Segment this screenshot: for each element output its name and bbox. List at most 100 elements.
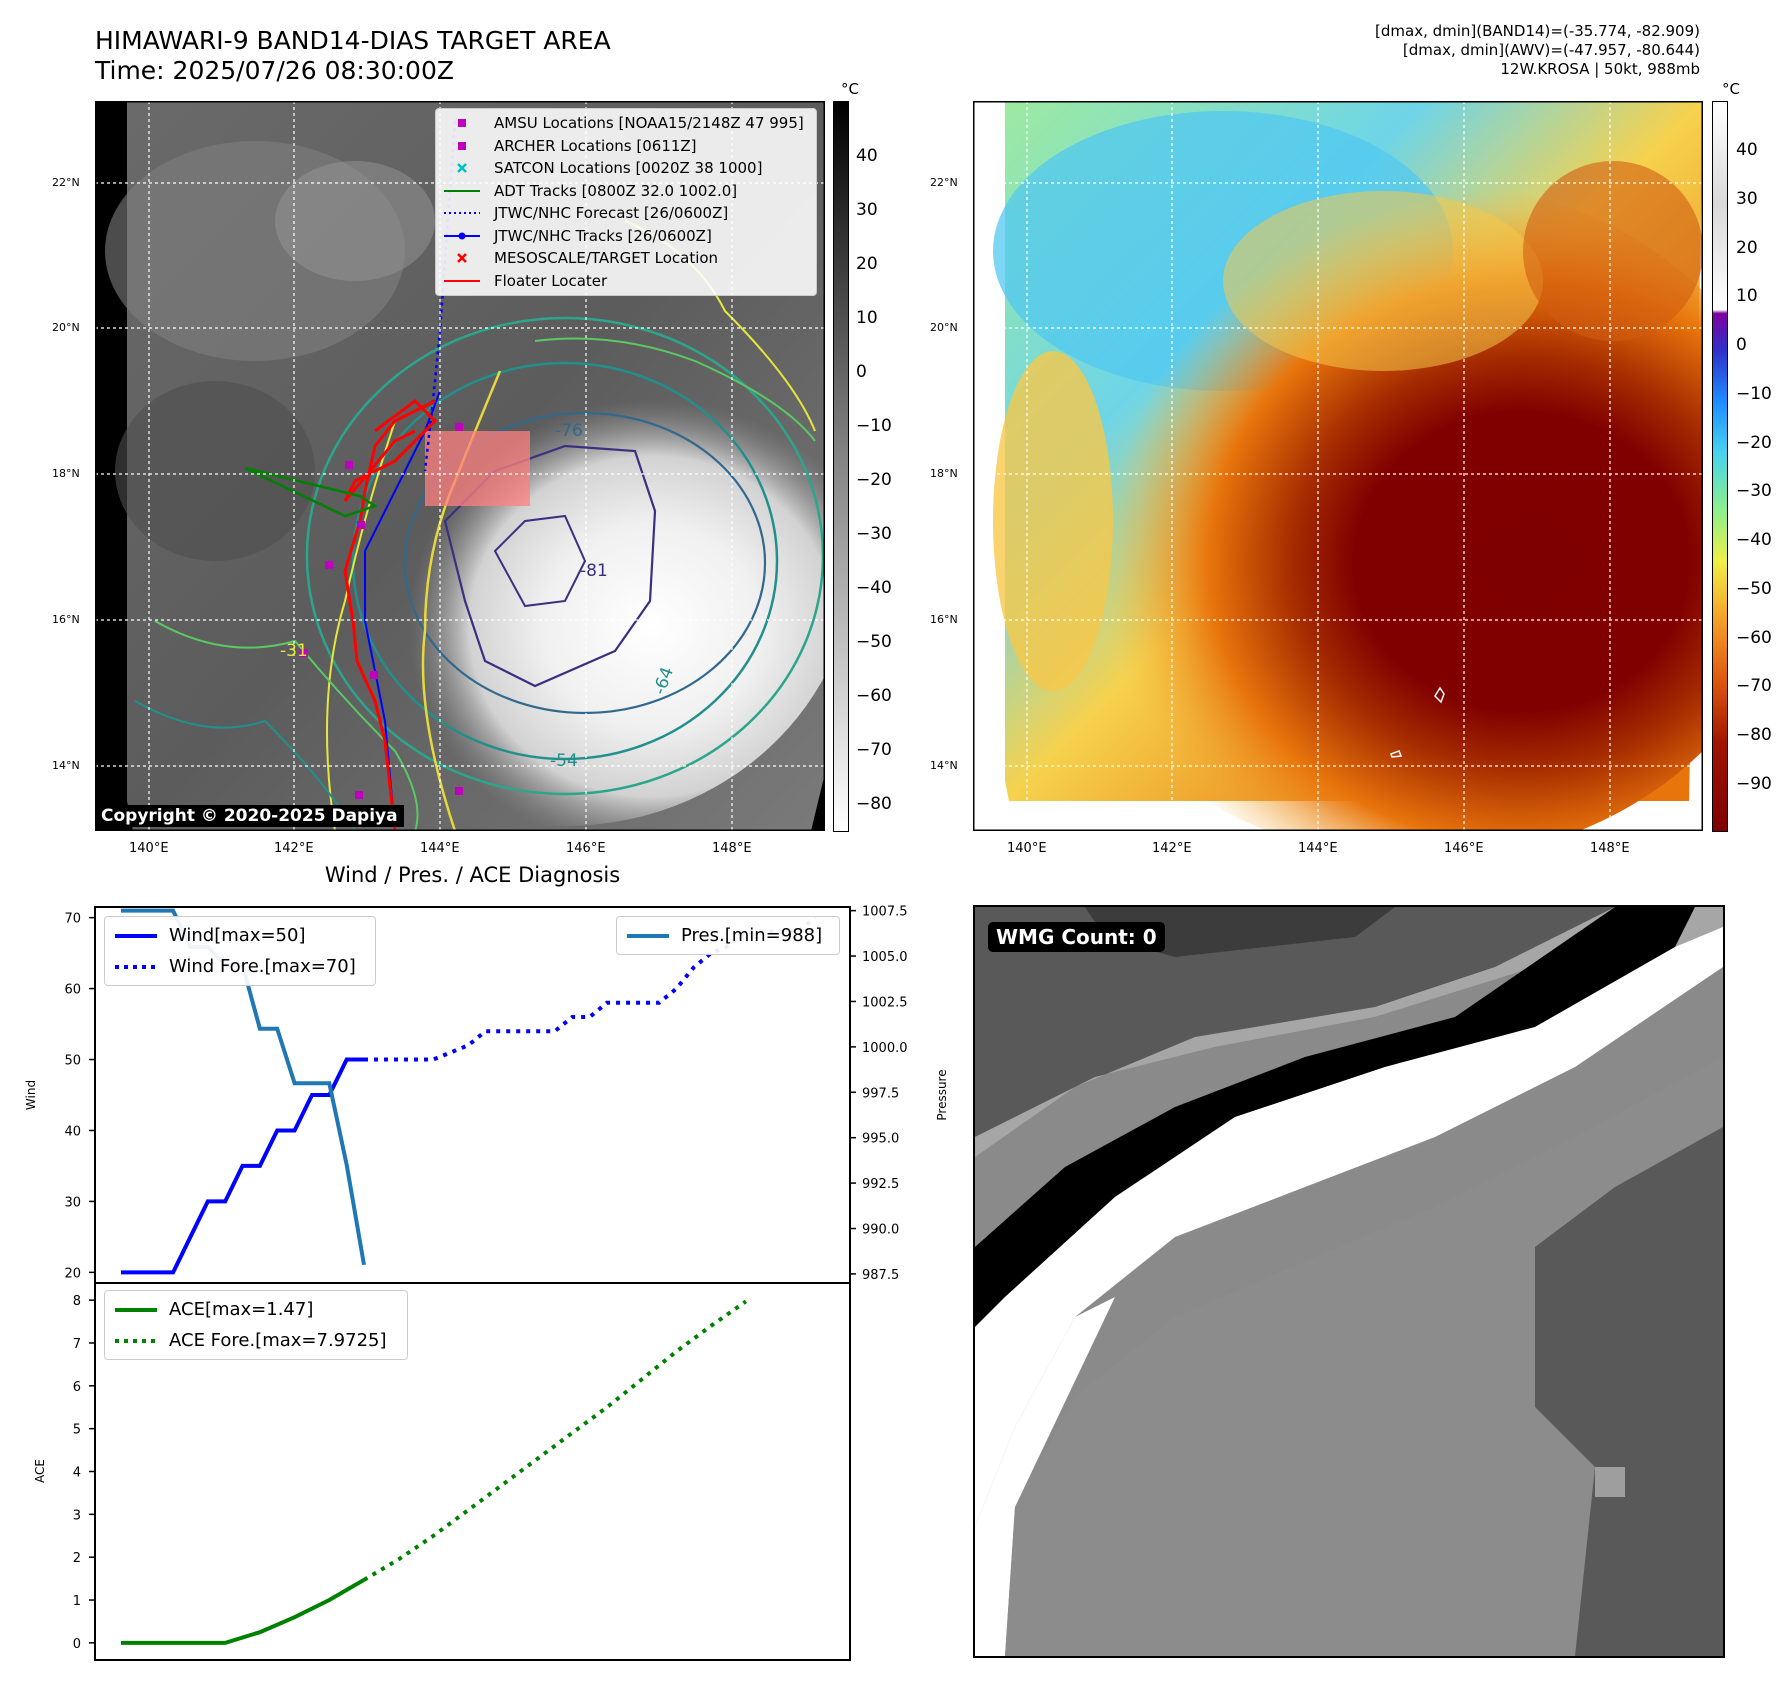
colorbar2-tick: 30 <box>1736 189 1758 209</box>
wind-axis-label: Wind <box>24 1080 38 1110</box>
legend-jtwc-tracks: JTWC/NHC Tracks [26/0600Z] <box>436 225 816 248</box>
diag-title: Wind / Pres. / ACE Diagnosis <box>324 863 621 887</box>
contour-label-81: -81 <box>580 561 608 581</box>
colorbar1-tick: 0 <box>856 362 867 382</box>
colorbar1-tick: −30 <box>856 524 892 544</box>
solid-line-icon <box>115 1307 157 1312</box>
awv-lon-label-146e: 146°E <box>1444 841 1484 856</box>
pressure-tick-label: 990.0 <box>862 1223 899 1238</box>
colorbar1-tick: −70 <box>856 740 892 760</box>
ace-tick-label: 6 <box>73 1380 81 1395</box>
info-band14-range: [dmax, dmin](BAND14)=(-35.774, -82.909) <box>1375 22 1700 40</box>
legend-jtwc-forecast: JTWC/NHC Forecast [26/0600Z] <box>436 202 816 225</box>
lon-label-144e: 144°E <box>420 841 460 856</box>
awv-lat-label-18n: 18°N <box>930 467 958 480</box>
ace-tick-label: 5 <box>73 1423 81 1438</box>
square-marker-icon <box>458 141 466 150</box>
colorbar1-tick: −40 <box>856 578 892 598</box>
awv-lon-label-148e: 148°E <box>1590 841 1630 856</box>
legend-satcon: SATCON Locations [0020Z 38 1000] <box>436 157 816 180</box>
x-marker-icon <box>457 163 467 174</box>
wind-tick-label: 50 <box>64 1054 81 1069</box>
contour-label-31: -31 <box>280 641 308 661</box>
awv-lat-label-20n: 20°N <box>930 321 958 334</box>
info-block: [dmax, dmin](BAND14)=(-35.774, -82.909) … <box>1375 22 1700 79</box>
info-awv-range: [dmax, dmin](AWV)=(-47.957, -80.644) <box>1402 41 1700 59</box>
ace-axis-label: ACE <box>33 1459 47 1483</box>
colorbar1-gradient <box>833 101 849 832</box>
pressure-tick-label: 1000.0 <box>862 1041 908 1056</box>
colorbar2-tick: −90 <box>1736 774 1772 794</box>
awv-lat-label-14n: 14°N <box>930 759 958 772</box>
legend-adt: ADT Tracks [0800Z 32.0 1002.0] <box>436 180 816 203</box>
legend-ace-forecast: ACE Fore.[max=7.9725] <box>105 1325 407 1356</box>
colorbar2-tick: −30 <box>1736 481 1772 501</box>
legend-wind-forecast: Wind Fore.[max=70] <box>105 951 375 982</box>
wmg-panel: WMG Count: 0 <box>973 905 1725 1658</box>
lon-label-142e: 142°E <box>274 841 314 856</box>
pressure-tick-label: 997.5 <box>862 1086 899 1101</box>
contour-label-54: -54 <box>550 751 578 771</box>
solid-line-icon <box>115 933 157 938</box>
legend-floater: Floater Locater <box>436 270 816 293</box>
colorbar2-tick: 0 <box>1736 335 1747 355</box>
lon-label-148e: 148°E <box>712 841 752 856</box>
colorbar2-tick: −20 <box>1736 433 1772 453</box>
pressure-tick-label: 992.5 <box>862 1177 899 1192</box>
colorbar2-unit: °C <box>1722 80 1740 98</box>
colorbar1-unit: °C <box>841 80 859 98</box>
colorbar1-tick: 20 <box>856 254 878 274</box>
awv-map-panel <box>973 101 1788 861</box>
pressure-legend: Pres.[min=988] <box>616 916 840 955</box>
awv-lat-label-22n: 22°N <box>930 176 958 189</box>
colorbar2-tick: −10 <box>1736 384 1772 404</box>
legend-pressure: Pres.[min=988] <box>617 920 839 951</box>
colorbar1-tick: −60 <box>856 686 892 706</box>
colorbar1-tick: −20 <box>856 470 892 490</box>
ace-tick-label: 7 <box>73 1337 81 1352</box>
dotted-line-icon <box>115 1338 157 1343</box>
awv-lon-label-142e: 142°E <box>1152 841 1192 856</box>
solid-line-icon <box>444 279 480 282</box>
colorbar1-tick: 10 <box>856 308 878 328</box>
wmg-image <box>975 907 1723 1656</box>
awv-lon-label-140e: 140°E <box>1007 841 1047 856</box>
ace-tick-label: 3 <box>73 1508 81 1523</box>
legend-wind: Wind[max=50] <box>105 920 375 951</box>
awv-lat-label-16n: 16°N <box>930 613 958 626</box>
colorbar2-tick: 40 <box>1736 140 1758 160</box>
colorbar1-tick: −10 <box>856 416 892 436</box>
colorbar2-tick: −80 <box>1736 725 1772 745</box>
pressure-tick-label: 995.0 <box>862 1132 899 1147</box>
wind-tick-label: 40 <box>64 1124 81 1139</box>
lat-label-14n: 14°N <box>52 759 80 772</box>
colorbar1-tick: 30 <box>856 200 878 220</box>
x-marker-icon <box>457 253 467 264</box>
awv-map-image <box>973 101 1788 861</box>
solid-line-icon <box>627 933 669 938</box>
pressure-axis-label: Pressure <box>935 1069 949 1120</box>
colorbar2-tick: 20 <box>1736 238 1758 258</box>
pressure-tick-label: 1005.0 <box>862 950 908 965</box>
chart-title: HIMAWARI-9 BAND14-DIAS TARGET AREA <box>95 26 611 55</box>
wind-legend: Wind[max=50] Wind Fore.[max=70] <box>104 916 376 986</box>
chart-time: Time: 2025/07/26 08:30:00Z <box>95 56 454 85</box>
ace-tick-label: 8 <box>73 1294 81 1309</box>
colorbar1-tick: −80 <box>856 794 892 814</box>
wind-tick-label: 60 <box>64 983 81 998</box>
line-dot-icon <box>444 232 480 240</box>
colorbar2-gradient <box>1712 101 1728 832</box>
lat-label-16n: 16°N <box>52 613 80 626</box>
ace-tick-label: 4 <box>73 1466 81 1481</box>
contour-label-76: -76 <box>555 421 583 441</box>
pressure-tick-label: 1002.5 <box>862 995 908 1010</box>
series-line-ace-fore-max-7-9725 <box>362 1299 748 1582</box>
colorbar2-tick: −50 <box>1736 579 1772 599</box>
info-storm: 12W.KROSA | 50kt, 988mb <box>1500 60 1700 78</box>
series-line-ace-max-1-47 <box>121 1578 366 1645</box>
colorbar1-tick: 40 <box>856 146 878 166</box>
band14-map-panel: -76 -81 -64 -54 -31 AMSU Locations [NOAA… <box>95 101 855 832</box>
copyright-label: Copyright © 2020-2025 Dapiya <box>95 805 404 827</box>
colorbar2-tick: −70 <box>1736 676 1772 696</box>
